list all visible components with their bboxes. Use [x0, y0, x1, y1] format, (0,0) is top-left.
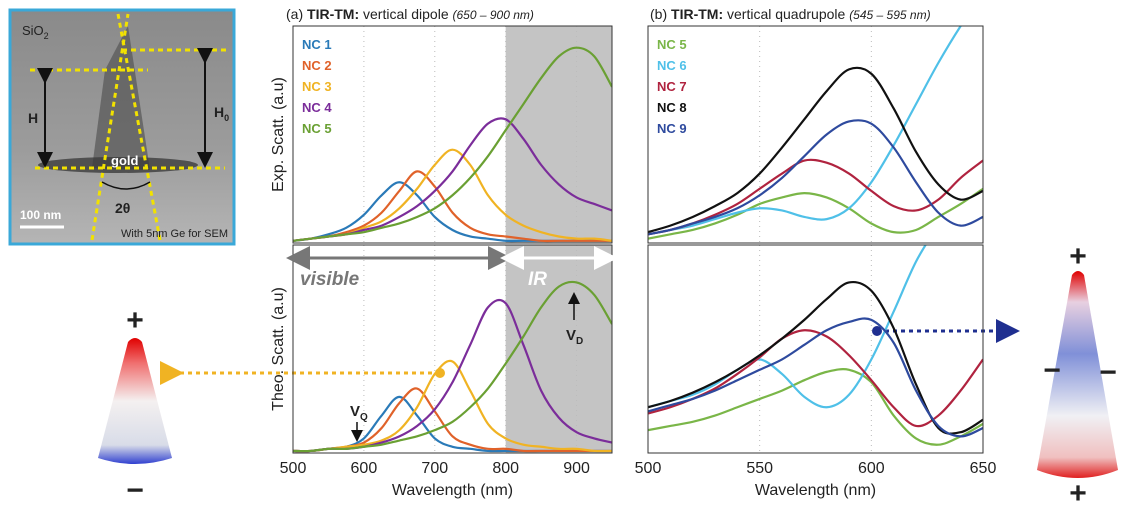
chart-panel: 500 550 600 650 Wavelength (nm) — [635, 244, 997, 499]
legend-entry: NC 2 — [302, 58, 332, 73]
panel-title: (a) TIR-TM: vertical dipole (650 – 900 n… — [286, 6, 534, 22]
series-line — [293, 46, 612, 242]
h0-text: H — [214, 104, 224, 120]
h0-sub: 0 — [224, 113, 229, 123]
annotations: visible IR VD VQ — [286, 246, 618, 442]
chart-panel: Exp. Scatt. (a.u) NC 1 NC 2 NC 3 NC 4 NC 5 — [270, 25, 613, 244]
gold-layer — [38, 157, 198, 173]
vd-label: VD — [566, 327, 583, 347]
chart-panel: NC 5 NC 6 NC 7 NC 8 NC 9 — [647, 25, 984, 244]
x-tick-label: 500 — [635, 460, 662, 477]
chart-panel: 500 600 700 800 900 Wavelength (nm) Theo. Scat… — [270, 244, 613, 499]
cone-body — [1037, 271, 1118, 478]
title-italic: (650 – 900 nm) — [453, 8, 534, 22]
x-tick-label: 550 — [746, 460, 773, 477]
series-line — [648, 26, 962, 236]
h-label: H — [28, 110, 38, 126]
title-bold: TIR-TM: — [307, 6, 359, 22]
title-italic: (545 – 595 nm) — [849, 8, 930, 22]
x-axis-label: Wavelength (nm) — [755, 482, 876, 499]
shaded-region — [505, 245, 612, 453]
legend-entry: NC 7 — [657, 79, 687, 94]
charge: + — [1069, 240, 1087, 273]
series-line — [293, 359, 612, 453]
title-label: (a) — [286, 6, 303, 22]
medium-label: SiO2 — [22, 23, 49, 41]
series-line — [648, 245, 927, 409]
h0-label: H0 — [214, 104, 229, 123]
angle-label: 2θ — [115, 200, 130, 216]
legend-entry: NC 5 — [657, 37, 687, 52]
marker-sub: D — [576, 336, 583, 347]
series-line — [648, 119, 983, 236]
title-text: vertical dipole — [363, 6, 449, 22]
charge: + — [1069, 477, 1087, 504]
visible-label: visible — [300, 269, 360, 290]
inset-note: With 5nm Ge for SEM — [121, 228, 228, 240]
charts: Exp. Scatt. (a.u) NC 1 NC 2 NC 3 NC 4 NC 5 500… — [270, 25, 997, 499]
angle-arc — [101, 181, 151, 190]
cone-shadow — [92, 26, 150, 170]
title-text: vertical quadrupole — [727, 6, 846, 22]
link-dot — [872, 326, 882, 336]
left-cone: + − — [98, 304, 445, 507]
marker-sub: Q — [360, 412, 368, 423]
title-label: (b) — [650, 6, 667, 22]
gold-label: gold — [111, 153, 138, 168]
x-tick-label: 650 — [970, 460, 997, 477]
legend-entry: NC 4 — [302, 100, 332, 115]
right-cone: + − − + — [872, 240, 1118, 509]
x-tick-label: 500 — [280, 460, 307, 477]
legend-entry: NC 9 — [657, 121, 687, 136]
legend-entry: NC 3 — [302, 79, 332, 94]
charge: − — [1043, 354, 1061, 387]
panel-title: (b) TIR-TM: vertical quadrupole (545 – 5… — [650, 6, 931, 22]
y-axis-label: Theo. Scatt. (a.u) — [270, 287, 287, 411]
medium-sub: 2 — [44, 31, 49, 41]
series-line — [293, 280, 612, 453]
series-line — [648, 368, 983, 446]
x-tick-label: 600 — [351, 460, 378, 477]
x-tick-label: 700 — [421, 460, 448, 477]
medium-text: SiO — [22, 23, 44, 38]
plot-frame — [292, 25, 613, 244]
charge: − — [126, 474, 144, 504]
dim-arrows — [37, 48, 213, 168]
charge: + — [126, 304, 144, 337]
marker-text: V — [350, 403, 360, 420]
plot-frame — [292, 244, 613, 454]
legend-entry: NC 8 — [657, 100, 687, 115]
series-line — [648, 187, 983, 240]
series-line — [648, 280, 983, 435]
y-axis-label: Exp. Scatt. (a.u) — [270, 77, 287, 192]
x-tick-label: 900 — [563, 460, 590, 477]
series-line — [648, 317, 983, 438]
legend-entry: NC 5 — [302, 121, 332, 136]
title-bold: TIR-TM: — [671, 6, 723, 22]
series-line — [293, 170, 612, 243]
legend-entry: NC 6 — [657, 58, 687, 73]
marker-text: V — [566, 327, 576, 344]
series-line — [648, 329, 983, 428]
charge: − — [1099, 356, 1117, 389]
vq-label: VQ — [350, 403, 368, 423]
x-tick-label: 600 — [858, 460, 885, 477]
x-tick-label: 800 — [492, 460, 519, 477]
legend-entry: NC 1 — [302, 37, 332, 52]
sem-inset: SiO2 H H0 gold 2θ 100 nm With 5nm Ge for… — [8, 8, 236, 246]
shaded-region — [505, 26, 612, 243]
x-axis-label: Wavelength (nm) — [392, 482, 513, 499]
ir-label: IR — [528, 269, 547, 290]
plot-frame — [647, 25, 984, 244]
scale-label: 100 nm — [20, 208, 61, 222]
series-line — [648, 66, 983, 234]
cone-body — [98, 338, 172, 464]
plot-frame — [647, 244, 984, 454]
